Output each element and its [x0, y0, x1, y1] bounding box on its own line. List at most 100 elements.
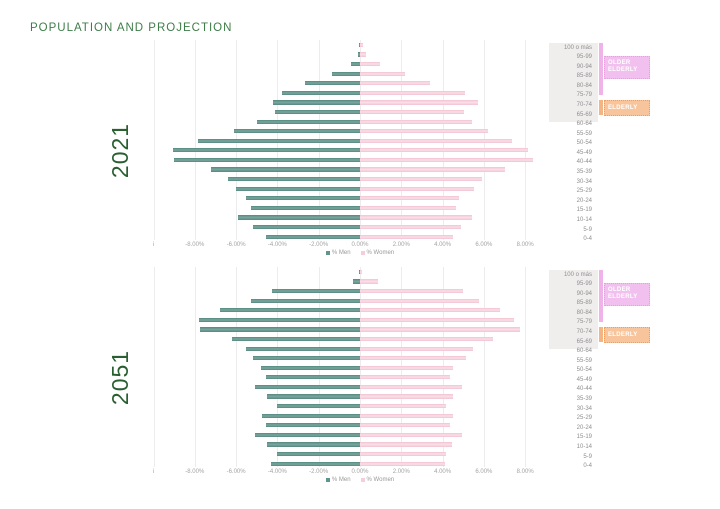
older-elderly-brace: [599, 270, 603, 322]
age-label-10-14: 10-14: [576, 216, 592, 223]
women-bar-75-79: [360, 317, 514, 322]
women-bar-5-9: [360, 451, 446, 457]
gridline: [525, 40, 527, 240]
age-label-25-29: 25-29: [576, 188, 592, 195]
men-bar-35-39: [211, 167, 360, 172]
women-bar-90-94: [360, 62, 380, 67]
men-bar-65-69: [231, 336, 360, 342]
women-bar-60-64: [360, 119, 472, 124]
x-tick-label: -4.00%: [267, 242, 287, 248]
men-bar-75-79: [198, 317, 360, 322]
women-bar-35-39: [360, 394, 453, 399]
age-label-85-89: 85-89: [576, 300, 592, 307]
men-bar-60-64: [246, 346, 360, 351]
women-bar-5-9: [360, 224, 462, 230]
elderly-age-panel: [549, 43, 598, 122]
women-bar-50-54: [360, 365, 453, 370]
women-bar-45-49: [360, 375, 450, 380]
women-bar-100 o más: [360, 42, 364, 48]
women-bar-20-24: [360, 423, 450, 428]
chart-legend: % Men % Women: [150, 250, 570, 256]
age-label-75-79: 75-79: [576, 92, 592, 99]
women-bar-80-84: [360, 81, 431, 86]
x-tick-label: 4.00%: [434, 242, 452, 248]
age-label-55-59: 55-59: [576, 357, 592, 364]
age-label-25-29: 25-29: [576, 415, 592, 422]
women-bar-20-24: [360, 196, 460, 201]
x-tick-label: -8.00%: [185, 469, 205, 475]
women-bar-90-94: [360, 289, 464, 294]
women-bar-60-64: [360, 346, 473, 351]
men-bar-15-19: [254, 432, 360, 437]
x-axis: i -8.00% -6.00% -4.00% -2.00% 0.00% 2.00% 4.00%…: [150, 469, 720, 477]
x-tick-label: -2.00%: [309, 469, 329, 475]
x-tick-label: 0.00%: [351, 469, 369, 475]
men-bar-75-79: [281, 90, 360, 95]
elderly-age-panel: [549, 270, 598, 349]
men-bar-85-89: [250, 298, 360, 303]
age-label-0-4: 0-4: [583, 463, 592, 470]
women-bar-95-99: [360, 52, 367, 57]
age-label-50-54: 50-54: [576, 367, 592, 374]
women-bar-65-69: [360, 109, 465, 115]
men-bar-30-34: [227, 177, 360, 182]
women-bar-40-44: [360, 157, 534, 163]
women-bar-0-4: [360, 461, 445, 466]
men-bar-95-99: [357, 52, 360, 57]
age-label-10-14: 10-14: [576, 443, 592, 450]
legend-item-women: % Women: [360, 250, 394, 256]
men-bar-10-14: [267, 442, 360, 447]
men-bar-45-49: [266, 375, 360, 380]
older-elderly-tag: OLDER ELDERLY: [604, 282, 650, 306]
women-bar-55-59: [360, 129, 489, 134]
women-bar-35-39: [360, 167, 505, 172]
x-tick-label: -8.00%: [185, 242, 205, 248]
age-label-95-99: 95-99: [576, 54, 592, 61]
age-label-45-49: 45-49: [576, 149, 592, 156]
men-bar-10-14: [238, 215, 360, 220]
men-bar-90-94: [272, 289, 360, 294]
age-label-100 o más: 100 o más: [563, 44, 592, 51]
legend-item-men: % Men: [325, 250, 351, 256]
men-bar-80-84: [305, 81, 360, 86]
men-bar-65-69: [275, 109, 360, 115]
men-bar-70-74: [199, 327, 360, 332]
men-bar-5-9: [277, 451, 360, 457]
age-label-100 o más: 100 o más: [563, 271, 592, 278]
men-bar-25-29: [236, 186, 360, 191]
pyramid-chart-2051: 2051 i -8.00% -6.00% -4.00% -2.00% 0.00% 2.00%…: [0, 267, 720, 502]
men-bar-60-64: [256, 119, 360, 124]
age-label-70-74: 70-74: [576, 328, 592, 335]
gridline: [153, 40, 155, 240]
men-bar-55-59: [234, 129, 360, 134]
men-swatch-icon: [325, 251, 330, 255]
plot-area: [150, 40, 535, 245]
older-elderly-tag: OLDER ELDERLY: [604, 55, 650, 79]
x-tick-label: 2.00%: [392, 242, 410, 248]
men-bar-70-74: [273, 100, 360, 105]
women-bar-15-19: [360, 432, 463, 437]
age-label-70-74: 70-74: [576, 101, 592, 108]
men-bar-40-44: [174, 157, 360, 163]
women-bar-85-89: [360, 71, 406, 76]
x-tick-label: -6.00%: [226, 469, 246, 475]
women-bar-10-14: [360, 442, 452, 447]
women-bar-70-74: [360, 327, 521, 332]
x-tick-label: 0.00%: [351, 242, 369, 248]
women-bar-25-29: [360, 413, 453, 418]
women-bar-55-59: [360, 356, 467, 361]
older-elderly-brace: [599, 43, 603, 95]
women-swatch-icon: [360, 251, 365, 255]
age-label-55-59: 55-59: [576, 130, 592, 137]
age-label-65-69: 65-69: [576, 111, 592, 118]
gridline: [525, 267, 527, 467]
men-bar-0-4: [266, 234, 360, 239]
legend-label: % Men: [331, 250, 351, 256]
age-label-0-4: 0-4: [583, 236, 592, 243]
age-label-65-69: 65-69: [576, 338, 592, 345]
women-bar-30-34: [360, 404, 446, 409]
year-label-wrap: 2021: [98, 118, 143, 183]
men-bar-80-84: [219, 308, 360, 313]
men-bar-20-24: [266, 423, 360, 428]
gridline: [236, 267, 238, 467]
